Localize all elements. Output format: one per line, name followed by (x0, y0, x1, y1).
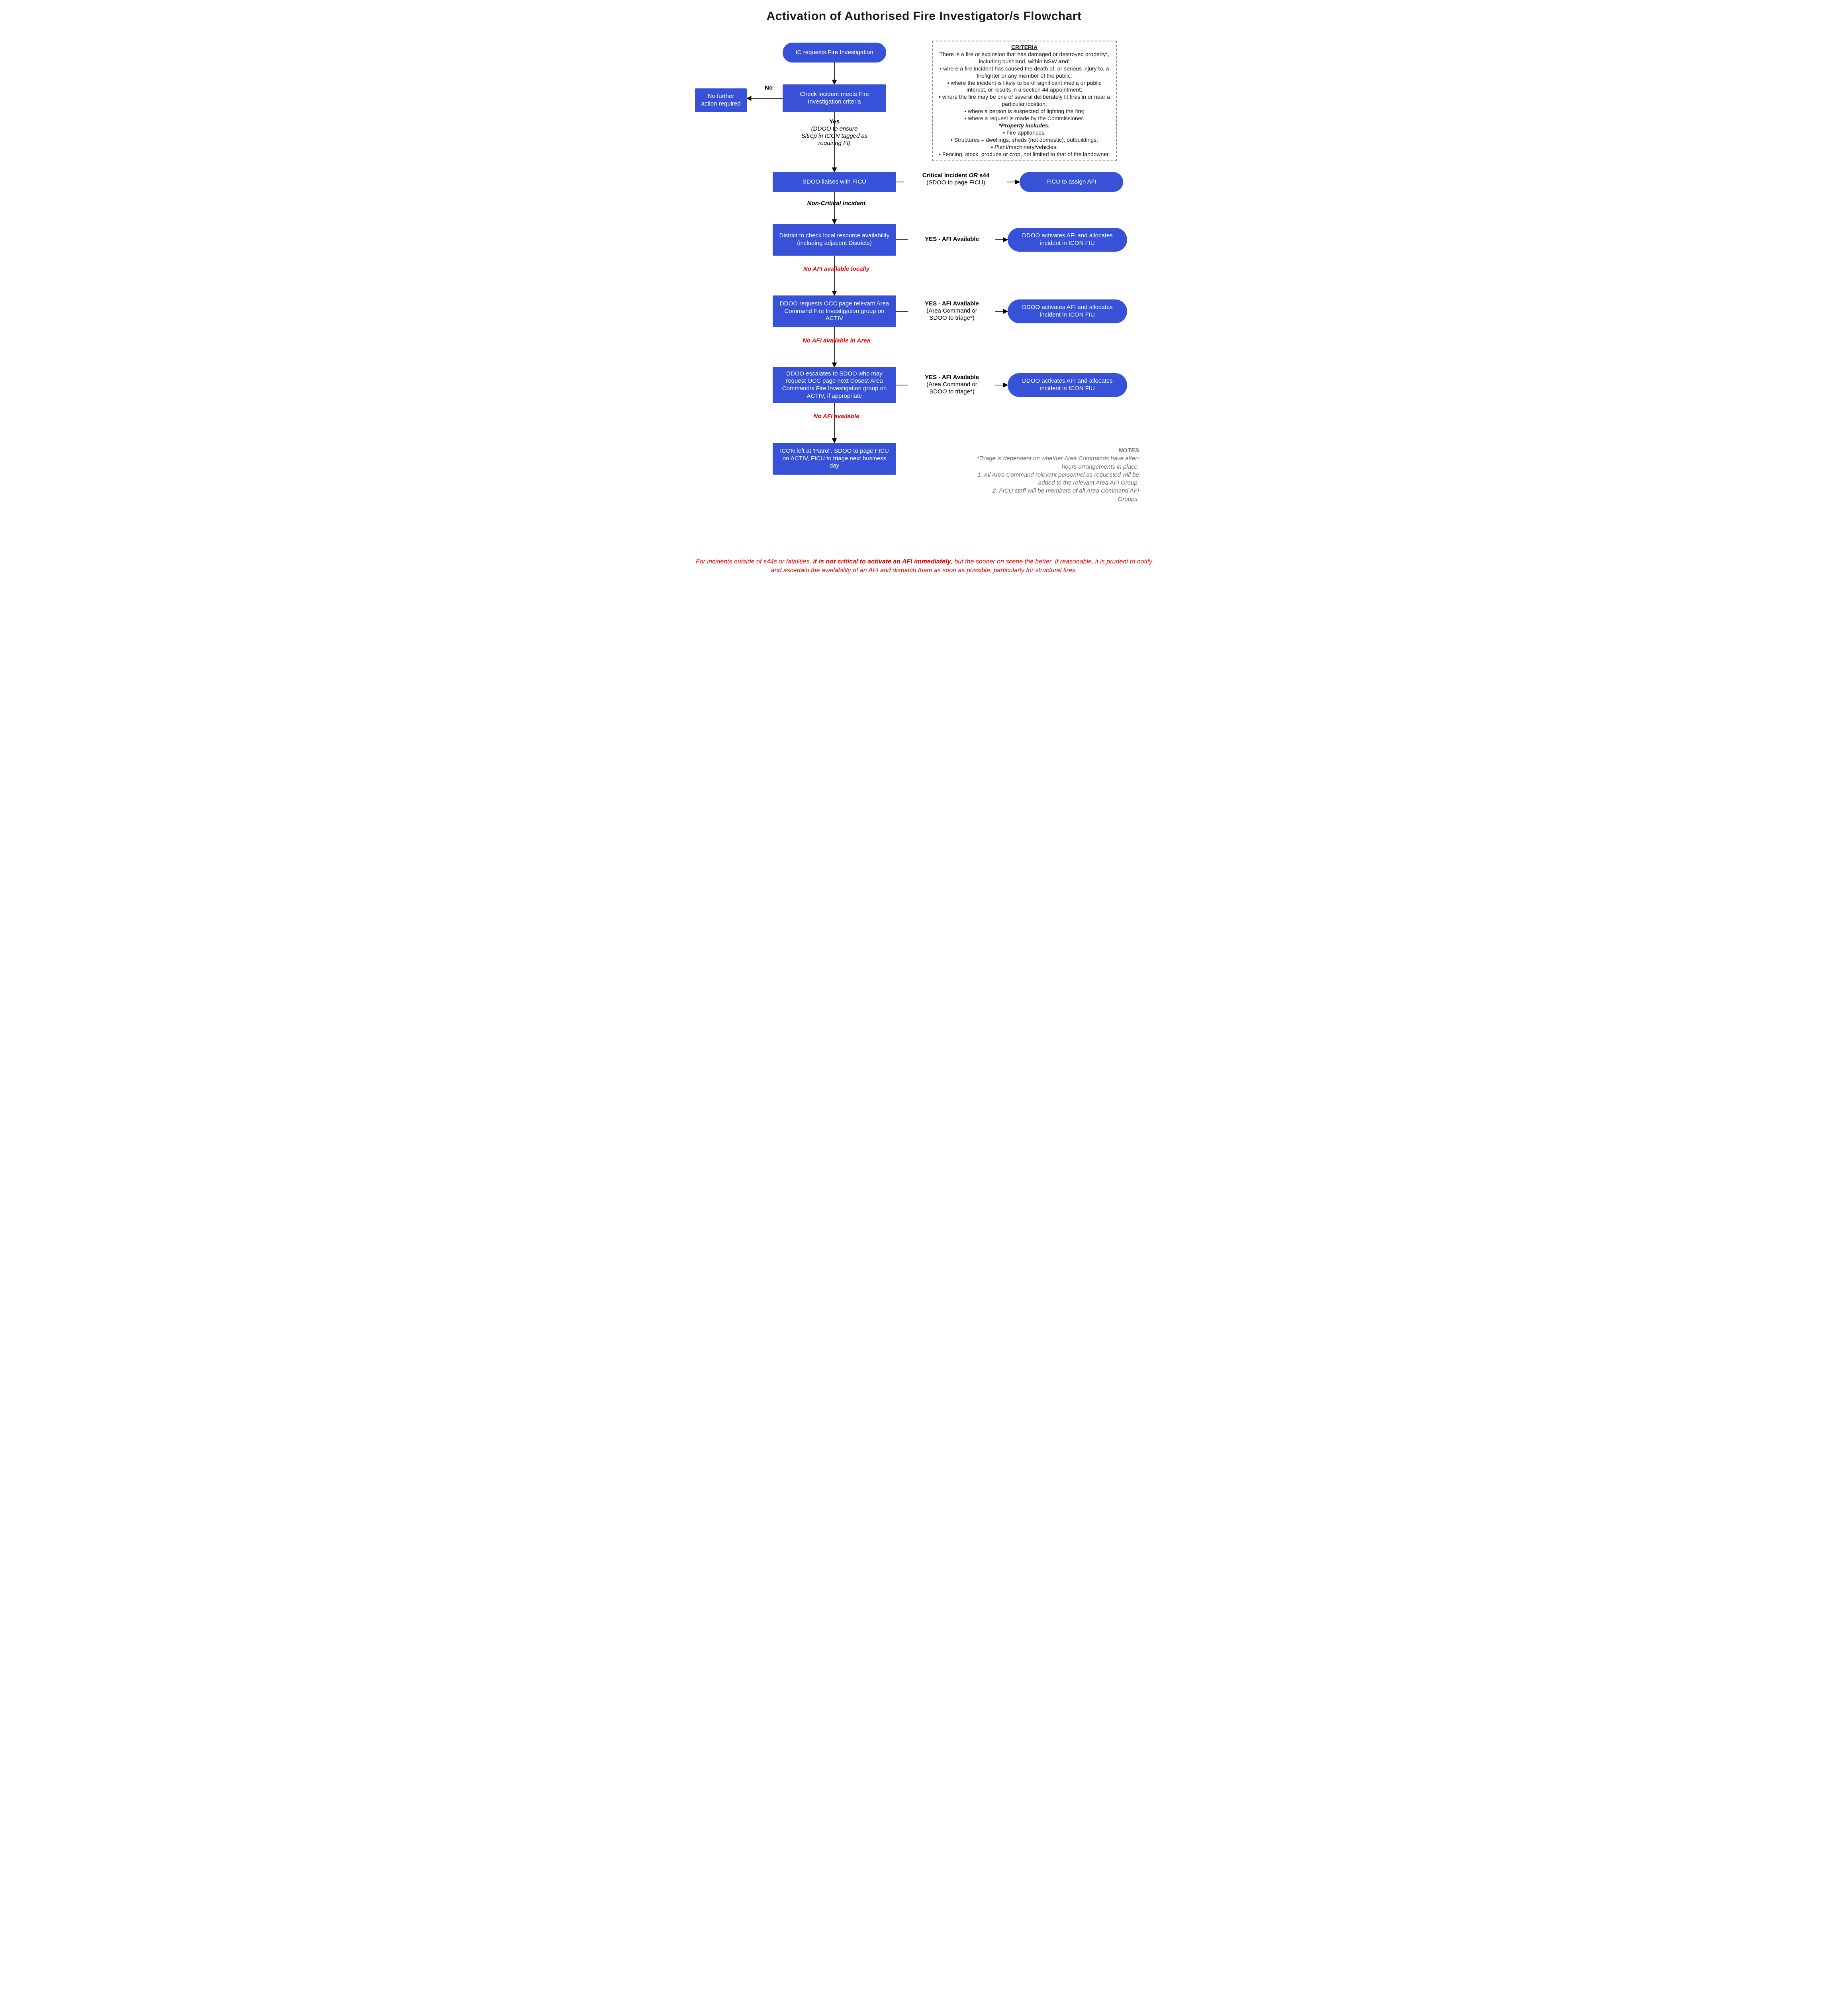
flowchart-canvas: IC requests Fire Investigation No further… (693, 33, 1139, 554)
label-red_area: No AFI available in Area (803, 337, 870, 344)
node-start: IC requests Fire Investigation (783, 43, 886, 63)
node-district: District to check local resource availab… (773, 224, 896, 256)
page-title: Activation of Authorised Fire Investigat… (693, 10, 1155, 23)
node-check: Check incident meets Fire Investigation … (783, 84, 886, 112)
node-out_district: DDOO activates AFI and allocates inciden… (1008, 228, 1127, 252)
node-sdoo: SDOO liaises with FICU (773, 172, 896, 192)
label-yes: Yes(DDOO to ensureSitrep in ICON tagged … (799, 118, 870, 147)
notes-box: NOTES*Triage is dependent on whether Are… (972, 447, 1139, 503)
node-out_escalate: DDOO activates AFI and allocates inciden… (1008, 373, 1127, 397)
label-no: No (761, 84, 777, 92)
footer-note: For incidents outside of s44s or fatalit… (693, 557, 1155, 575)
label-noncritical: Non-Critical Incident (801, 200, 872, 207)
node-ficu_assign: FICU to assign AFI (1020, 172, 1123, 192)
node-area: DDOO requests OCC page relevant Area Com… (773, 295, 896, 327)
node-patrol: ICON left at 'Patrol'. SDOO to page FICU… (773, 443, 896, 475)
node-no_action: No further action required (695, 88, 747, 112)
label-red_none: No AFI available (812, 413, 860, 420)
label-red_local: No AFI available locally (803, 266, 870, 273)
label-yes_area: YES - AFI Available(Area Command orSDOO … (908, 300, 996, 322)
label-yes_district: YES - AFI Available (908, 236, 996, 243)
node-out_area: DDOO activates AFI and allocates inciden… (1008, 299, 1127, 323)
label-critical: Critical Incident OR s44(SDOO to page FI… (904, 172, 1008, 186)
node-escalate: DDOO escalates to SDOO who may request O… (773, 367, 896, 403)
criteria-box: CRITERIAThere is a fire or explosion tha… (932, 41, 1117, 161)
label-yes_escalate: YES - AFI Available(Area Command orSDOO … (908, 374, 996, 395)
